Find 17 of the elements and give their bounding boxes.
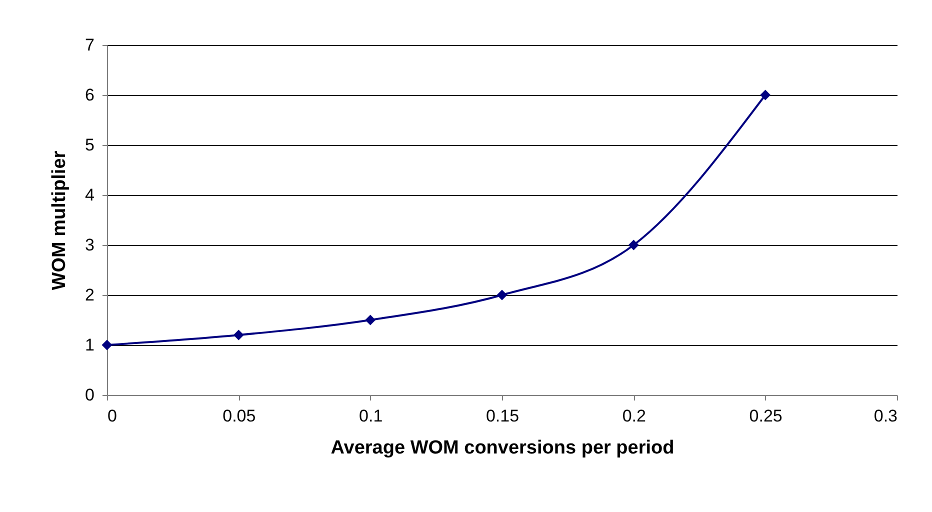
y-tick-label: 2 (85, 286, 94, 304)
y-tick-label: 0 (85, 386, 94, 404)
y-tick-label: 1 (85, 336, 94, 354)
y-tick-label: 4 (85, 186, 94, 204)
x-tick-label: 0.15 (486, 406, 520, 426)
y-tick-label: 7 (85, 36, 94, 54)
x-tick-label: 0.25 (749, 406, 782, 426)
y-axis-title: WOM multiplier (49, 150, 70, 290)
x-tick-label: 0 (108, 406, 117, 426)
x-tick-label: 0.05 (222, 406, 256, 426)
x-tick-label: 0.1 (359, 406, 383, 426)
x-axis-title: Average WOM conversions per period (330, 438, 674, 458)
x-tick-label: 0.2 (622, 406, 646, 426)
x-tick-label: 0.3 (874, 406, 898, 426)
y-tick-label: 6 (85, 86, 94, 104)
y-tick-label: 5 (85, 136, 94, 154)
y-tick-label: 3 (85, 236, 94, 254)
